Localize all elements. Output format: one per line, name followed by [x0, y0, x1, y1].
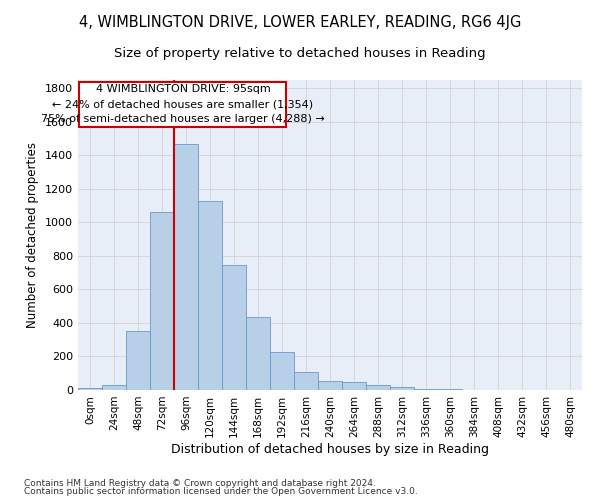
Bar — [246, 317, 270, 390]
Bar — [318, 381, 342, 390]
Text: 4 WIMBLINGTON DRIVE: 95sqm
← 24% of detached houses are smaller (1,354)
75% of s: 4 WIMBLINGTON DRIVE: 95sqm ← 24% of deta… — [41, 84, 325, 124]
Bar — [294, 372, 318, 390]
Bar — [78, 388, 102, 390]
Bar — [198, 202, 222, 390]
X-axis label: Distribution of detached houses by size in Reading: Distribution of detached houses by size … — [171, 442, 489, 456]
Bar — [79, 82, 286, 127]
Bar — [126, 330, 150, 390]
Bar — [270, 352, 294, 390]
Bar — [414, 388, 438, 390]
Text: Contains HM Land Registry data © Crown copyright and database right 2024.: Contains HM Land Registry data © Crown c… — [24, 478, 376, 488]
Bar — [150, 212, 174, 390]
Bar — [342, 382, 366, 390]
Text: Contains public sector information licensed under the Open Government Licence v3: Contains public sector information licen… — [24, 487, 418, 496]
Text: 4, WIMBLINGTON DRIVE, LOWER EARLEY, READING, RG6 4JG: 4, WIMBLINGTON DRIVE, LOWER EARLEY, READ… — [79, 15, 521, 30]
Y-axis label: Number of detached properties: Number of detached properties — [26, 142, 40, 328]
Bar — [222, 265, 246, 390]
Bar — [174, 144, 198, 390]
Bar — [102, 385, 126, 390]
Bar — [390, 386, 414, 390]
Bar — [366, 385, 390, 390]
Text: Size of property relative to detached houses in Reading: Size of property relative to detached ho… — [114, 48, 486, 60]
